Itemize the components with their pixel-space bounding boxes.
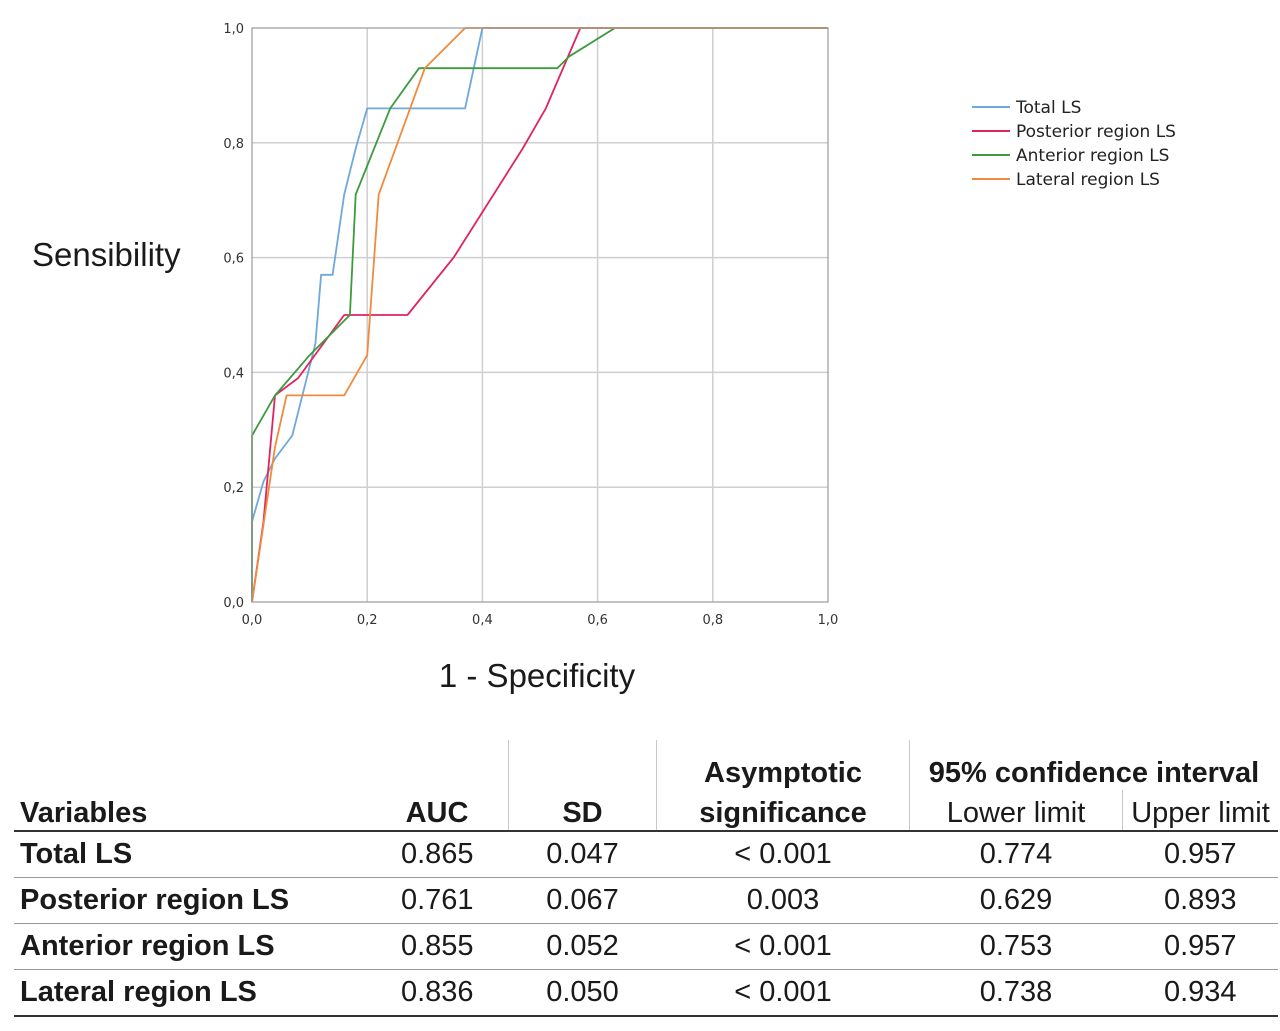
row-variable: Posterior region LS — [20, 884, 290, 916]
header-confidence-interval: 95% confidence interval — [909, 740, 1278, 790]
row-significance: < 0.001 — [734, 838, 832, 870]
y-tick-label: 0,2 — [223, 481, 244, 496]
header-sd: SD — [508, 790, 657, 832]
header-lower-limit: Lower limit — [909, 790, 1123, 832]
x-axis-title: 1 - Specificity — [439, 657, 636, 694]
row-significance: < 0.001 — [734, 930, 832, 962]
row-sd: 0.067 — [546, 884, 619, 916]
row-variable: Anterior region LS — [20, 930, 275, 962]
x-tick-label: 0,2 — [357, 613, 378, 628]
chart-legend: Total LS Posterior region LS Anterior regi… — [972, 98, 1176, 190]
header-asymptotic-line2: significance — [656, 790, 910, 832]
row-sd: 0.047 — [546, 838, 619, 870]
legend-label: Total LS — [1015, 98, 1081, 118]
row-upper: 0.957 — [1163, 838, 1237, 870]
y-tick-label: 0,8 — [223, 137, 244, 152]
results-table: Asymptotic 95% confidence interval Varia… — [14, 740, 1278, 1017]
row-significance: 0.003 — [746, 884, 820, 916]
series-line-posterior-region-ls — [251, 27, 828, 603]
row-lower: 0.774 — [979, 838, 1053, 870]
chart-ticks: 0,0 0,2 0,4 0,6 0,8 1,0 0,0 0,2 0,4 0,6 0,8 1,0 — [223, 22, 838, 628]
x-tick-label: 1,0 — [818, 613, 839, 628]
x-tick-label: 0,4 — [472, 613, 493, 628]
row-upper: 0.934 — [1163, 976, 1237, 1008]
row-auc: 0.865 — [400, 838, 474, 870]
row-auc: 0.761 — [400, 884, 474, 916]
row-auc: 0.855 — [400, 930, 474, 962]
header-asymptotic-line1: Asymptotic — [656, 740, 910, 790]
chart-series — [251, 27, 828, 603]
legend-label: Lateral region LS — [1016, 170, 1160, 190]
legend-label: Anterior region LS — [1016, 146, 1169, 166]
header-variables: Variables — [14, 790, 366, 832]
table-header-row: Asymptotic 95% confidence interval — [14, 740, 1278, 790]
y-tick-label: 0,0 — [223, 596, 244, 611]
row-significance: < 0.001 — [734, 976, 832, 1008]
table-subheader-row: Variables AUC SD significance Lower limi… — [14, 790, 1278, 832]
y-tick-label: 1,0 — [223, 22, 244, 37]
y-tick-label: 0,6 — [223, 252, 244, 267]
row-auc: 0.836 — [400, 976, 474, 1008]
table-row: Total LS 0.865 0.047 < 0.001 0.774 0.957 — [14, 831, 1278, 878]
header-auc: AUC — [366, 790, 509, 832]
row-sd: 0.050 — [546, 976, 619, 1008]
table-row: Lateral region LS 0.836 0.050 < 0.001 0.… — [14, 970, 1278, 1016]
x-tick-label: 0,0 — [242, 613, 263, 628]
header-upper-limit: Upper limit — [1122, 790, 1278, 832]
row-upper: 0.893 — [1163, 884, 1237, 916]
row-lower: 0.629 — [979, 884, 1053, 916]
row-lower: 0.753 — [979, 930, 1053, 962]
chart-grid — [252, 28, 828, 602]
series-line-total-ls — [251, 27, 828, 602]
row-variable: Lateral region LS — [20, 976, 257, 1008]
roc-chart: 0,0 0,2 0,4 0,6 0,8 1,0 0,0 0,2 0,4 0,6 0,8 1,0 Sen… — [32, 22, 1176, 694]
y-tick-label: 0,4 — [223, 366, 244, 381]
plot-frame — [251, 27, 829, 603]
row-variable: Total LS — [20, 838, 133, 870]
legend-label: Posterior region LS — [1016, 122, 1176, 142]
x-tick-label: 0,8 — [702, 613, 723, 628]
series-line-lateral-region-ls — [251, 27, 828, 603]
y-axis-title: Sensibility — [32, 236, 181, 273]
row-upper: 0.957 — [1163, 930, 1237, 962]
row-sd: 0.052 — [546, 930, 619, 962]
series-line-anterior-region-ls — [251, 27, 828, 602]
x-tick-label: 0,6 — [587, 613, 608, 628]
table-row: Anterior region LS 0.855 0.052 < 0.001 0… — [14, 924, 1278, 970]
row-lower: 0.738 — [979, 976, 1053, 1008]
table-row: Posterior region LS 0.761 0.067 0.003 0.… — [14, 878, 1278, 924]
